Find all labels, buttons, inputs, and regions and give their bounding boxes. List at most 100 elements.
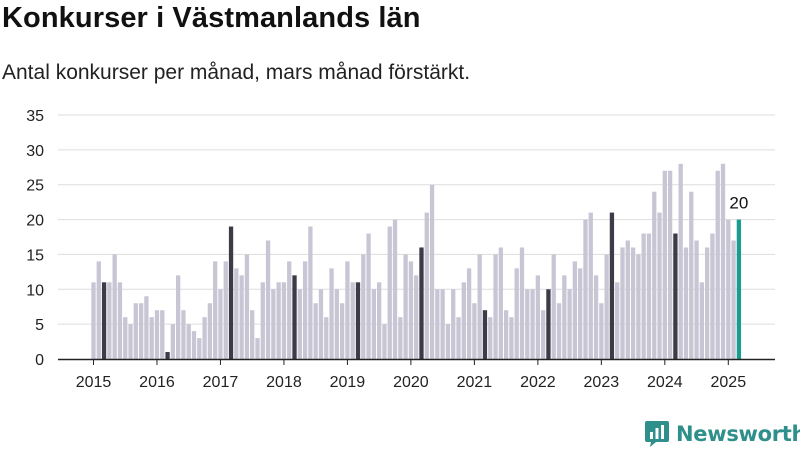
bar [387, 226, 392, 359]
bar [630, 247, 636, 359]
bar [175, 275, 181, 359]
bar [324, 317, 329, 359]
bar [392, 219, 398, 359]
bar [154, 310, 160, 359]
y-tick-label: 10 [26, 282, 44, 299]
y-tick-label: 0 [35, 352, 44, 369]
bar [593, 275, 599, 359]
bar [160, 310, 165, 359]
bar [699, 282, 704, 359]
bar [662, 170, 667, 359]
bar [477, 254, 482, 359]
bar [652, 191, 657, 359]
bar [646, 233, 652, 359]
bar [657, 212, 662, 359]
bar [281, 282, 287, 359]
bar [165, 352, 170, 359]
bar [667, 170, 673, 359]
x-tick-label: 2024 [647, 374, 683, 391]
bar [625, 240, 630, 359]
bar [710, 233, 715, 359]
bar [117, 282, 123, 359]
bar [271, 289, 276, 359]
bar [689, 191, 694, 359]
bar [302, 261, 308, 359]
bar [419, 247, 424, 359]
bar [260, 282, 265, 359]
bar [572, 261, 578, 359]
bar [535, 275, 541, 359]
y-tick-label: 30 [26, 143, 44, 160]
bar [503, 310, 509, 359]
x-tick-label: 2023 [584, 374, 620, 391]
bar [191, 331, 197, 359]
bar [451, 289, 456, 359]
bar [112, 254, 117, 359]
bar [493, 254, 498, 359]
bar [234, 268, 239, 359]
bar [519, 247, 525, 359]
bar [355, 282, 361, 359]
bar [91, 282, 96, 359]
x-tick-label: 2015 [76, 374, 112, 391]
bar [461, 282, 466, 359]
bar [562, 275, 567, 359]
bar [107, 282, 112, 359]
bar [403, 254, 408, 359]
bar [207, 303, 213, 359]
bar [186, 324, 191, 359]
bar [250, 310, 255, 359]
bar [377, 282, 382, 359]
bar [228, 226, 234, 359]
x-tick-label: 2017 [203, 374, 239, 391]
bar [101, 282, 107, 359]
bar [223, 261, 228, 359]
bar [609, 212, 615, 359]
bar [96, 261, 101, 359]
bar [382, 324, 387, 359]
bar [435, 289, 440, 359]
bar [525, 289, 530, 359]
bar [482, 310, 488, 359]
bar [265, 240, 271, 359]
bar [292, 275, 297, 359]
bar [276, 282, 281, 359]
bar [366, 233, 371, 359]
bar [715, 170, 720, 359]
bar [133, 303, 138, 359]
bar [556, 303, 562, 359]
newsworthy-logo-icon [645, 421, 669, 447]
bar [424, 212, 429, 359]
bar [361, 254, 366, 359]
bar [345, 261, 350, 359]
y-tick-label: 35 [26, 108, 44, 125]
bar [673, 233, 678, 359]
bar [456, 317, 461, 359]
bar [636, 254, 641, 359]
bar [202, 317, 207, 359]
x-tick-label: 2018 [266, 374, 302, 391]
bar [313, 303, 318, 359]
bar [398, 317, 403, 359]
bar [736, 219, 742, 359]
newsworthy-logo: Newsworthy [644, 419, 800, 449]
bar [149, 317, 154, 359]
bar [466, 268, 472, 359]
bar [170, 324, 175, 359]
chart-title: Konkurser i Västmanlands län [2, 2, 421, 34]
logo-text: Newsworthy [676, 422, 800, 446]
bar [530, 289, 535, 359]
bar [244, 254, 250, 359]
bar [551, 254, 556, 359]
bar [588, 212, 593, 359]
bar [583, 219, 588, 359]
y-tick-label: 15 [26, 247, 44, 264]
bar [472, 303, 477, 359]
bar [445, 324, 451, 359]
bar [334, 289, 339, 359]
bar [144, 296, 149, 359]
bar [350, 282, 355, 359]
bar [408, 261, 414, 359]
bar [498, 247, 503, 359]
